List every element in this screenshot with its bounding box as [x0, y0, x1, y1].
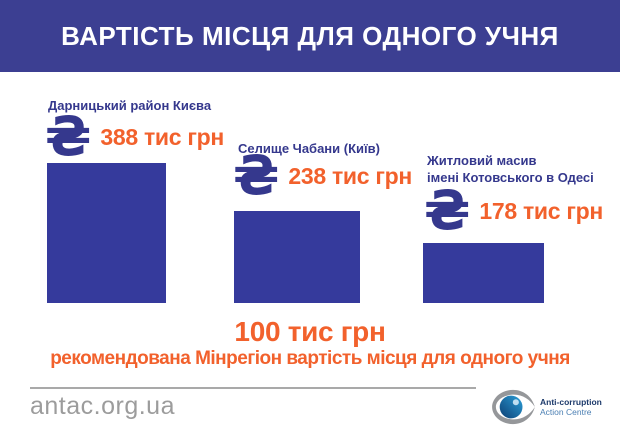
hryvnia-icon: ₴	[424, 179, 471, 242]
benchmark-description: рекомендована Мінрегіон вартість місця д…	[50, 348, 570, 369]
logo-line1: Anti-corruption	[540, 397, 602, 407]
category-label: Дарницький район Києва	[48, 98, 212, 113]
divider-line	[30, 387, 476, 389]
category-label: Селище Чабани (Київ)	[238, 141, 380, 156]
hryvnia-icon: ₴	[45, 105, 92, 168]
value-row: ₴ 178 тис грн	[424, 179, 603, 242]
antac-logo: Anti-corruption Action Centre	[490, 388, 602, 426]
value-label: 178 тис грн	[479, 197, 603, 224]
benchmark-value: 100 тис грн	[234, 316, 386, 347]
category-label: Житловий масив імені Котовського в Одесі	[427, 153, 594, 185]
bar	[47, 163, 166, 303]
logo-text: Anti-corruption Action Centre	[540, 397, 602, 417]
logo-line2: Action Centre	[540, 407, 592, 417]
value-label: 388 тис грн	[100, 123, 224, 150]
header-band: ВАРТІСТЬ МІСЦЯ ДЛЯ ОДНОГО УЧНЯ	[0, 0, 620, 72]
bar	[423, 243, 544, 303]
eye-icon	[492, 389, 535, 425]
page-title: ВАРТІСТЬ МІСЦЯ ДЛЯ ОДНОГО УЧНЯ	[61, 20, 559, 51]
value-label: 238 тис грн	[288, 162, 412, 189]
bar	[234, 211, 360, 303]
hryvnia-icon: ₴	[233, 144, 280, 207]
website-url: antac.org.ua	[30, 392, 175, 420]
value-row: ₴ 238 тис грн	[233, 144, 412, 207]
value-row: ₴ 388 тис грн	[45, 105, 224, 168]
